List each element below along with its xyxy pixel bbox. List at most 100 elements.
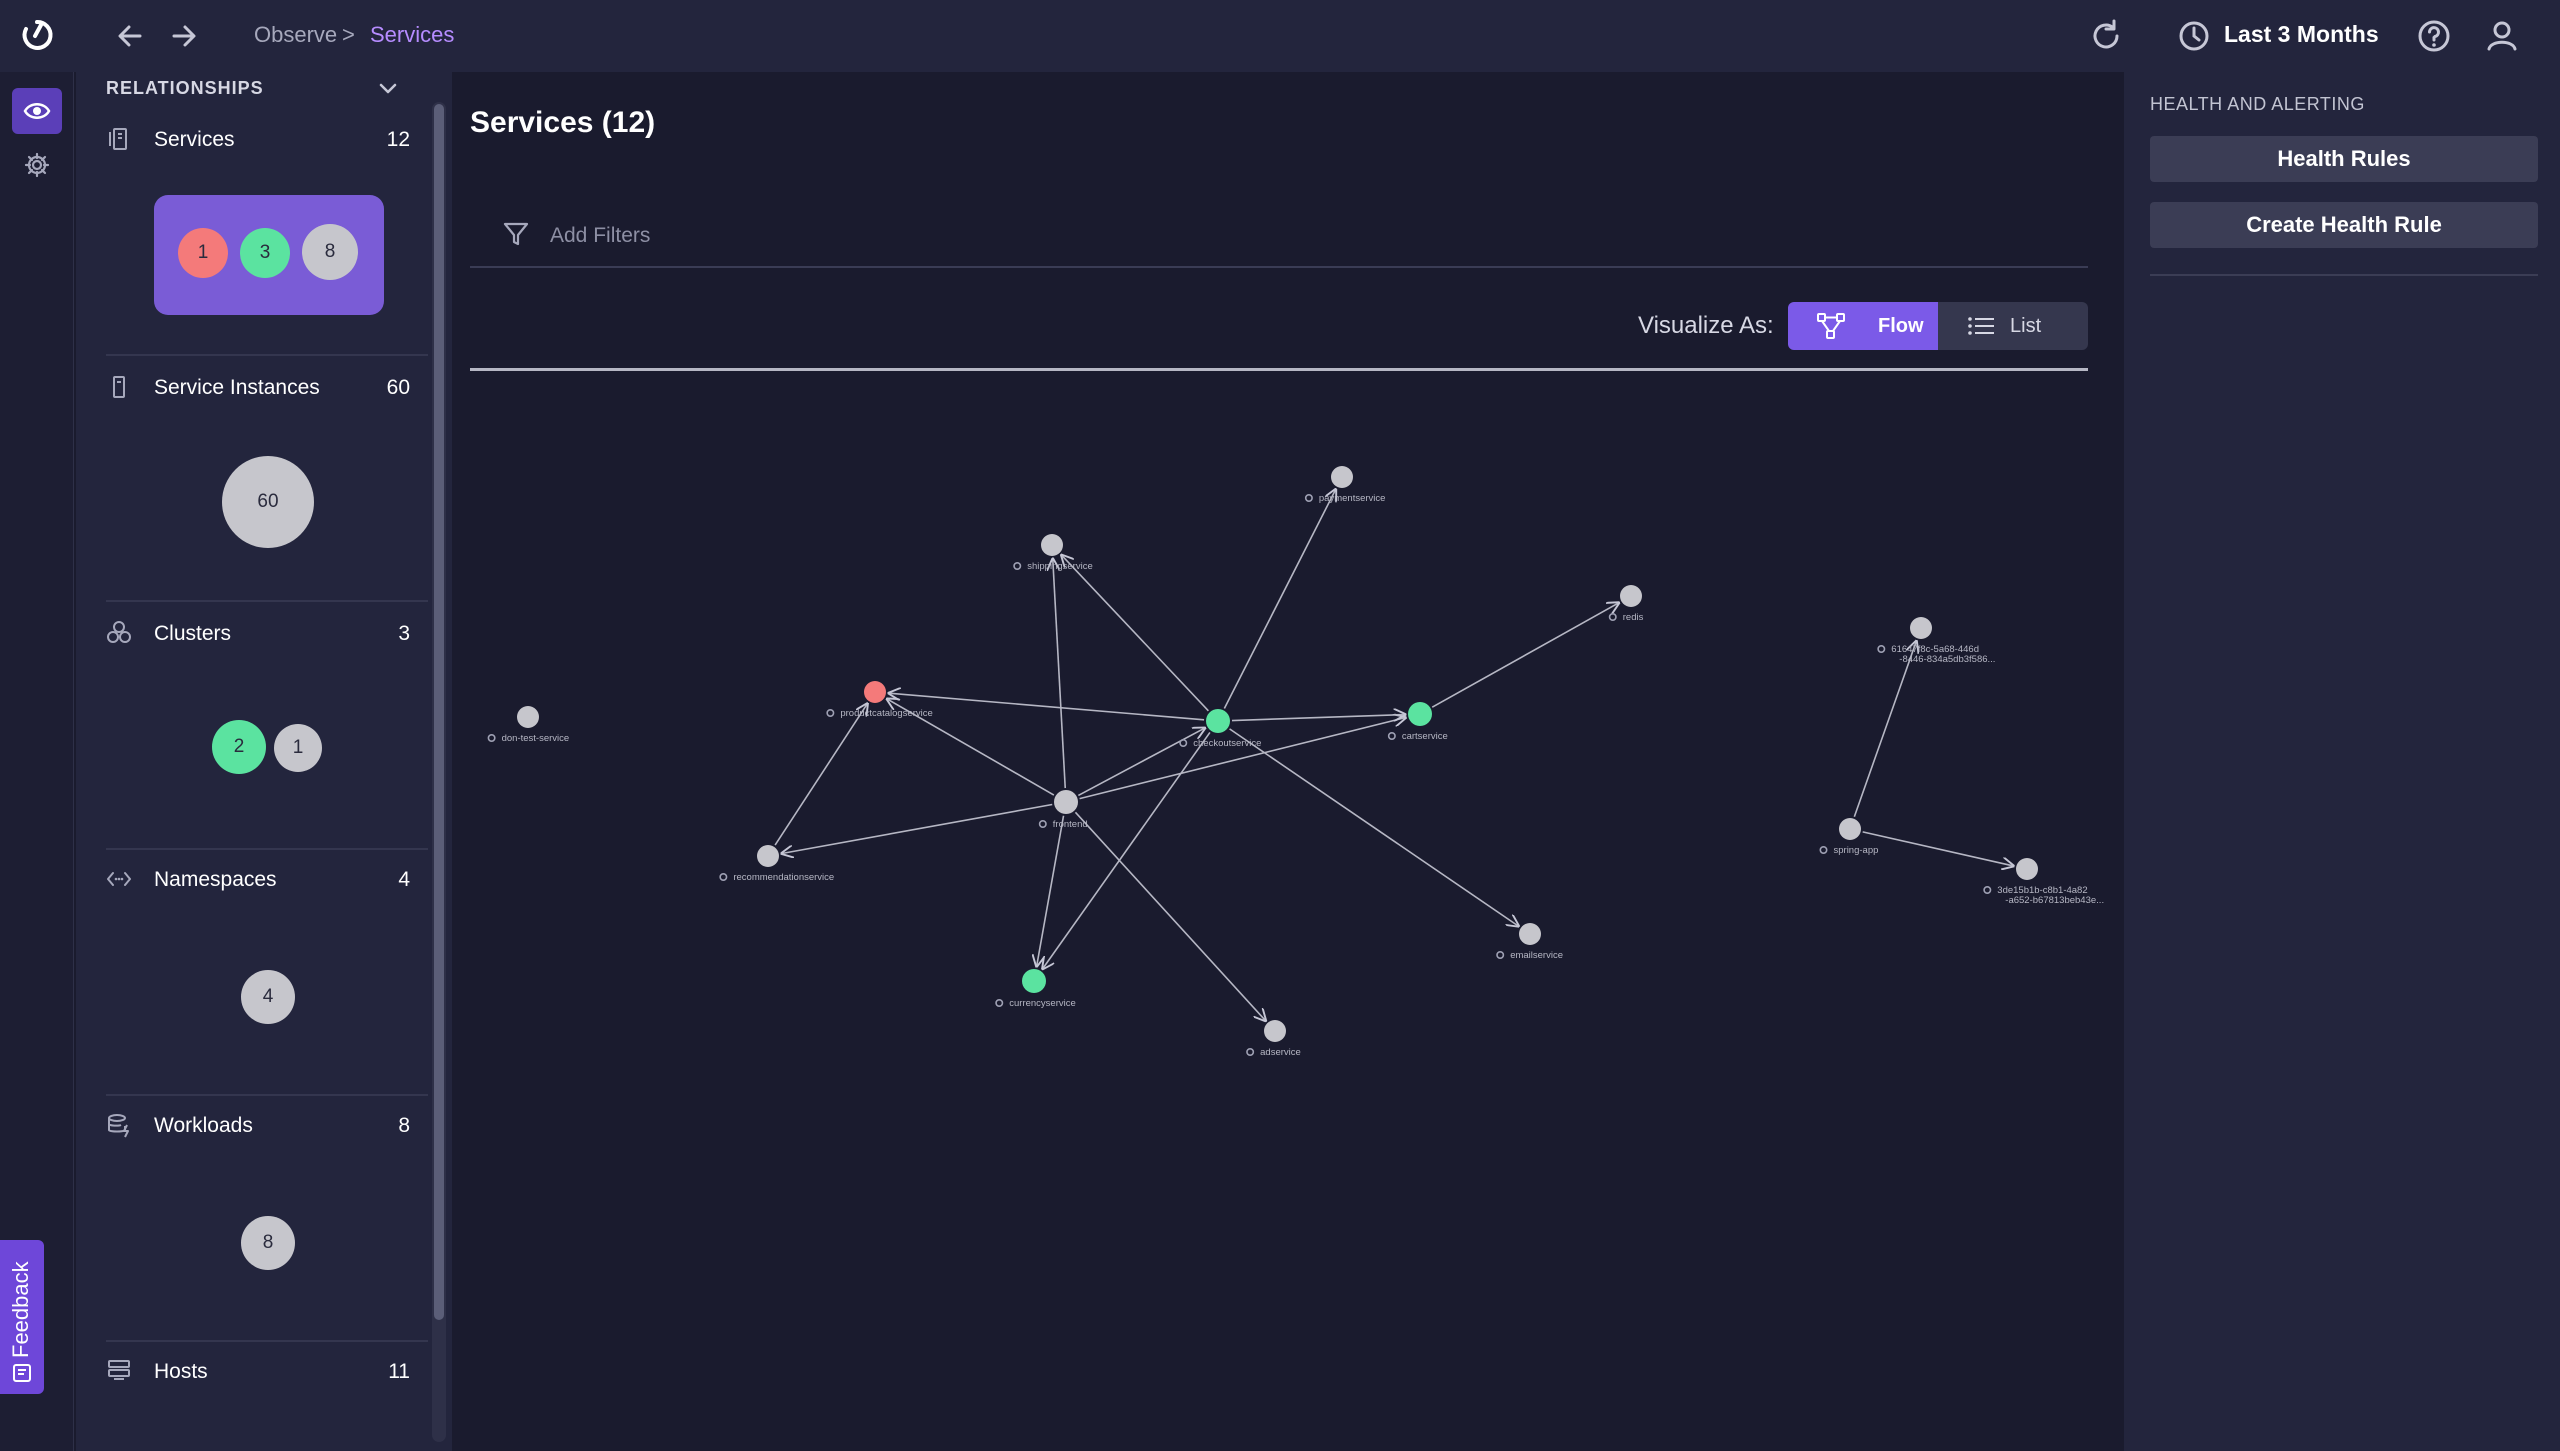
forward-arrow-icon[interactable] [166, 18, 202, 54]
top-bar: Observe > Services Last 3 Months [0, 0, 2560, 72]
service-instances-section-header[interactable]: Service Instances 60 [106, 374, 410, 414]
help-icon[interactable] [2414, 16, 2454, 56]
graph-node-shippingservice[interactable]: shippingservice [1013, 534, 1093, 572]
clusters-section-header[interactable]: Clusters 3 [106, 620, 410, 660]
clusters-healthy-bubble[interactable]: 2 [212, 720, 266, 774]
flow-label: Flow [1878, 315, 1924, 337]
graph-node-don-test-service[interactable]: don-test-service [487, 706, 569, 744]
breadcrumb-separator: > [342, 22, 355, 47]
node-circle[interactable] [1022, 969, 1046, 993]
node-circle[interactable] [864, 681, 886, 703]
graph-node-n616[interactable]: 61647f8c-5a68-446d-8446-834a5db3f586... [1877, 617, 1995, 665]
graph-node-productcatalogservice[interactable]: productcatalogservice [826, 681, 933, 719]
feedback-tab[interactable]: Feedback [0, 1240, 44, 1394]
services-healthy-bubble[interactable]: 3 [240, 228, 290, 278]
visualize-list-button[interactable]: List [1938, 302, 2088, 350]
clusters-unknown-bubble[interactable]: 1 [274, 724, 322, 772]
service-flow-graph[interactable]: paymentservice shippingservice redis produc… [452, 72, 2106, 1451]
services-section-header[interactable]: Services 12 [106, 126, 410, 166]
eye-icon [1983, 885, 1992, 894]
feedback-icon [13, 1364, 31, 1382]
graph-edge-checkoutservice-to-emailservice [1229, 728, 1519, 926]
graph-node-frontend[interactable]: frontend [1038, 790, 1088, 830]
visualize-flow-button[interactable]: Flow [1788, 302, 1938, 350]
graph-node-n3de[interactable]: 3de15b1b-c8b1-4a82-a652-b67813beb43e... [1983, 858, 2104, 906]
scrollbar-thumb[interactable] [434, 104, 444, 1320]
node-circle[interactable] [1206, 709, 1230, 733]
graph-edge-checkoutservice-to-paymentservice [1223, 489, 1335, 709]
graph-node-recommendationservice[interactable]: recommendationservice [719, 845, 834, 883]
clusters-icon [107, 621, 131, 643]
settings-nav-button[interactable] [12, 142, 62, 188]
node-circle[interactable] [757, 845, 779, 867]
workloads-section-header[interactable]: Workloads 8 [106, 1112, 410, 1152]
namespaces-section-header[interactable]: Namespaces 4 [106, 866, 410, 906]
namespaces-bubble[interactable]: 4 [241, 970, 295, 1024]
add-filters-input[interactable]: Add Filters [470, 192, 2088, 268]
graph-node-currencyservice[interactable]: currencyservice [995, 969, 1076, 1009]
breadcrumb-observe[interactable]: Observe [254, 22, 338, 47]
service-icon [1819, 845, 1828, 854]
page-title: Services (12) [470, 106, 656, 139]
node-circle[interactable] [1264, 1020, 1286, 1042]
graph-edge-frontend-to-recommendationservice [782, 803, 1053, 853]
create-health-rule-button[interactable]: Create Health Rule [2150, 202, 2538, 248]
section-divider [106, 1340, 428, 1342]
node-label: recommendationservice [733, 872, 834, 883]
chevron-down-icon[interactable] [376, 76, 400, 100]
graph-edge-frontend-to-adservice [1074, 811, 1265, 1020]
clock-icon[interactable] [2174, 16, 2214, 56]
node-circle[interactable] [1408, 702, 1432, 726]
node-label: paymentservice [1319, 493, 1386, 504]
graph-node-spring-app[interactable]: spring-app [1819, 818, 1878, 856]
main-content: Services (12) Add Filters Visualize As: … [452, 72, 2106, 1451]
node-circle[interactable] [2016, 858, 2038, 880]
graph-edge-checkoutservice-to-currencyservice [1043, 731, 1211, 968]
gear-icon [24, 152, 50, 178]
graph-edges [774, 489, 2014, 1020]
services-status-group[interactable]: 1 3 8 [154, 195, 384, 315]
health-rules-button[interactable]: Health Rules [2150, 136, 2538, 182]
hosts-section-header[interactable]: Hosts 11 [106, 1358, 410, 1398]
workloads-count: 8 [398, 1114, 410, 1137]
graph-node-emailservice[interactable]: emailservice [1496, 923, 1563, 961]
graph-node-paymentservice[interactable]: paymentservice [1304, 466, 1386, 504]
node-circle[interactable] [1519, 923, 1541, 945]
time-range-selector[interactable]: Last 3 Months [2224, 21, 2379, 47]
graph-edge-spring-app-to-n3de [1862, 831, 2014, 866]
back-arrow-icon[interactable] [112, 18, 148, 54]
graph-node-redis[interactable]: redis [1608, 585, 1644, 623]
user-profile-icon[interactable] [2482, 16, 2522, 56]
workloads-bubble[interactable]: 8 [241, 1216, 295, 1270]
graph-edge-frontend-to-cartservice [1079, 718, 1406, 800]
clusters-count: 3 [398, 622, 410, 645]
eye-icon [23, 103, 51, 119]
node-circle[interactable] [1041, 534, 1063, 556]
node-circle[interactable] [1839, 818, 1861, 840]
health-alerting-panel: HEALTH AND ALERTING Health Rules Create … [2106, 72, 2560, 1451]
service-icon [1179, 738, 1188, 747]
section-divider [106, 1094, 428, 1096]
services-critical-bubble[interactable]: 1 [178, 228, 228, 278]
health-alerting-heading: HEALTH AND ALERTING [2150, 94, 2365, 114]
node-label-line2: -8446-834a5db3f586... [1899, 654, 1995, 665]
service-icon [1387, 731, 1396, 740]
graph-edge-frontend-to-currencyservice [1037, 815, 1065, 966]
relationships-heading: RELATIONSHIPS [106, 78, 264, 98]
service-instances-bubble[interactable]: 60 [222, 456, 314, 548]
node-circle[interactable] [1331, 466, 1353, 488]
app-logo-icon[interactable] [18, 16, 56, 54]
node-circle[interactable] [1910, 617, 1932, 639]
graph-node-adservice[interactable]: adservice [1246, 1020, 1301, 1058]
services-unknown-bubble[interactable]: 8 [302, 224, 358, 280]
eye-icon [1608, 612, 1617, 621]
node-circle[interactable] [517, 706, 539, 728]
visualize-as-label: Visualize As: [1638, 312, 1774, 339]
observe-nav-button[interactable] [12, 88, 62, 134]
node-label: currencyservice [1009, 998, 1076, 1009]
node-circle[interactable] [1620, 585, 1642, 607]
node-circle[interactable] [1054, 790, 1078, 814]
refresh-icon[interactable] [2086, 16, 2126, 56]
graph-node-checkoutservice[interactable]: checkoutservice [1179, 709, 1261, 749]
graph-node-cartservice[interactable]: cartservice [1387, 702, 1448, 742]
